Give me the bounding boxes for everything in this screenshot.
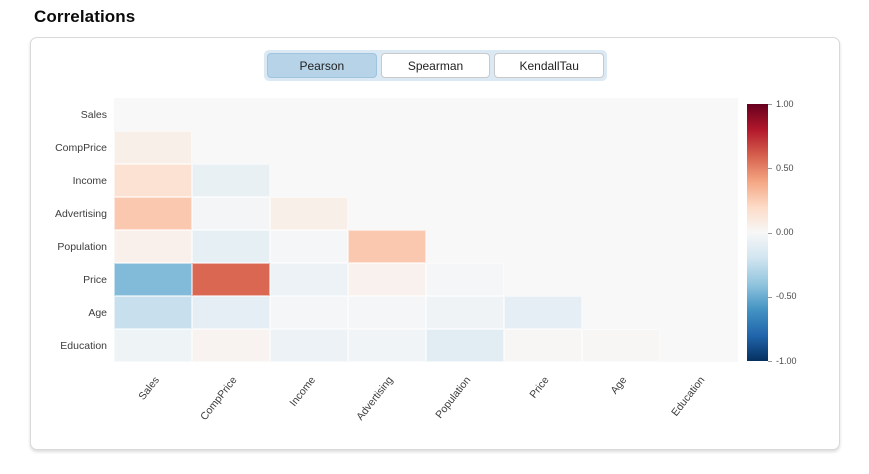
y-axis-label: Age [88, 306, 107, 319]
colorbar-gradient [747, 104, 768, 361]
colorbar-tick-mark [768, 168, 772, 170]
heatmap-cell [192, 164, 270, 197]
heatmap-cell [348, 263, 426, 296]
heatmap-cell [348, 329, 426, 362]
correlation-method-tabs: Pearson Spearman KendallTau [264, 50, 607, 81]
heatmap-cell [426, 296, 504, 329]
heatmap-cell [504, 329, 582, 362]
colorbar-tick-label: -0.50 [776, 291, 797, 302]
heatmap-cell [270, 329, 348, 362]
heatmap-cell [426, 263, 504, 296]
heatmap-cell [114, 131, 192, 164]
colorbar-tick-label: 0.50 [776, 162, 794, 173]
y-axis-label: Education [60, 339, 107, 352]
colorbar-tick-mark [768, 296, 772, 298]
heatmap-cell [192, 329, 270, 362]
heatmap-cell [582, 329, 660, 362]
heatmap-cell [270, 197, 348, 230]
heatmap-cell [114, 296, 192, 329]
heatmap-cell [114, 230, 192, 263]
colorbar-tick-label: 1.00 [776, 98, 794, 109]
heatmap-cell [114, 263, 192, 296]
y-axis-label: CompPrice [55, 141, 107, 154]
page-title: Correlations [34, 7, 136, 26]
y-axis-label: Income [72, 174, 107, 187]
y-axis-label: Population [57, 240, 107, 253]
heatmap-cell [270, 263, 348, 296]
colorbar-tick-label: 0.00 [776, 227, 794, 237]
heatmap-cell [270, 296, 348, 329]
heatmap-cell [114, 197, 192, 230]
tab-spearman[interactable]: Spearman [380, 53, 491, 78]
heatmap-cell [114, 329, 192, 362]
heatmap-cell [192, 296, 270, 329]
heatmap-cell [192, 263, 270, 296]
heatmap-cell [348, 230, 426, 263]
tab-pearson[interactable]: Pearson [267, 53, 377, 78]
y-axis-label: Advertising [55, 207, 107, 220]
heatmap-cell [192, 230, 270, 263]
colorbar-tick-label: -1.00 [776, 355, 797, 366]
colorbar-tick-mark [768, 232, 772, 234]
heatmap-cell [504, 296, 582, 329]
y-axis-label: Price [83, 273, 107, 286]
heatmap-cell [114, 164, 192, 197]
x-axis-label: Education [669, 374, 708, 419]
y-axis-label: Sales [80, 108, 107, 121]
tab-kendalltau[interactable]: KendallTau [494, 53, 605, 78]
colorbar-tick-mark [768, 104, 772, 105]
heatmap-cell [192, 197, 270, 230]
heatmap-cell [348, 296, 426, 329]
heatmap-cell [270, 230, 348, 263]
colorbar-tick-mark [768, 361, 772, 362]
heatmap-cell [426, 329, 504, 362]
